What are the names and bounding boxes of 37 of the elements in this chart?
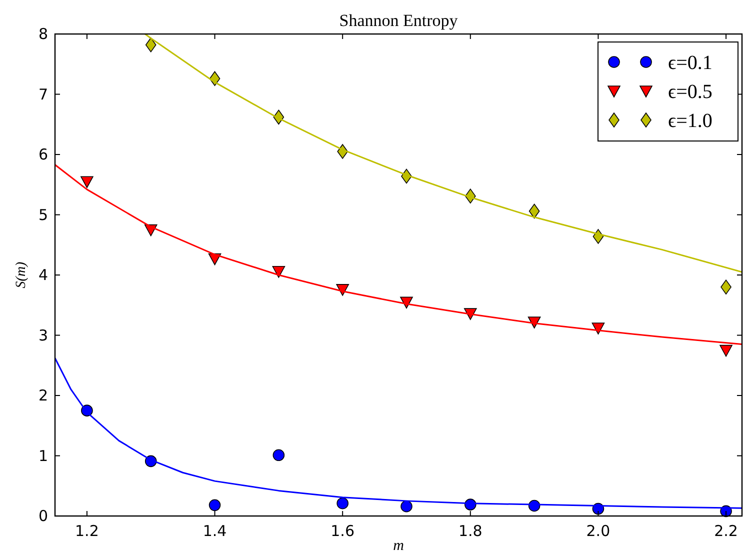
legend-label: ϵ=1.0 [668,110,712,132]
chart-title: Shannon Entropy [339,11,458,30]
point [80,176,94,188]
point [208,499,221,512]
point [336,497,348,510]
x-tick-label: 1.8 [458,522,482,540]
point [336,284,349,296]
x-tick-label: 1.4 [202,522,227,540]
legend-label: ϵ=0.1 [668,52,712,74]
y-tick-label: 1 [38,446,48,465]
y-tick-label: 5 [38,206,48,224]
x-tick-label: 1.6 [330,522,355,540]
point [400,296,413,309]
y-tick-label: 0 [38,507,48,525]
y-tick-label: 4 [38,266,48,284]
y-tick-label: 7 [38,85,48,104]
point [464,308,477,320]
point [528,316,541,328]
x-tick-label: 2.2 [714,522,738,540]
legend-label: ϵ=0.5 [668,81,712,103]
y-tick-label: 2 [38,386,48,404]
x-tick-label: 1.2 [75,522,99,540]
point [592,322,605,334]
point [272,266,286,278]
y-axis-title: S(m) [14,261,29,288]
point [400,500,412,512]
y-tick-label: 6 [38,146,48,164]
point [528,204,540,219]
x-tick-label: 2.0 [586,522,610,540]
y-tick-label: 3 [38,326,48,344]
x-axis-title: m [393,538,404,554]
point [272,449,285,462]
point [145,37,156,52]
y-tick-label: 8 [38,25,48,43]
point [720,344,732,357]
line-series [144,33,742,273]
point [720,280,732,294]
